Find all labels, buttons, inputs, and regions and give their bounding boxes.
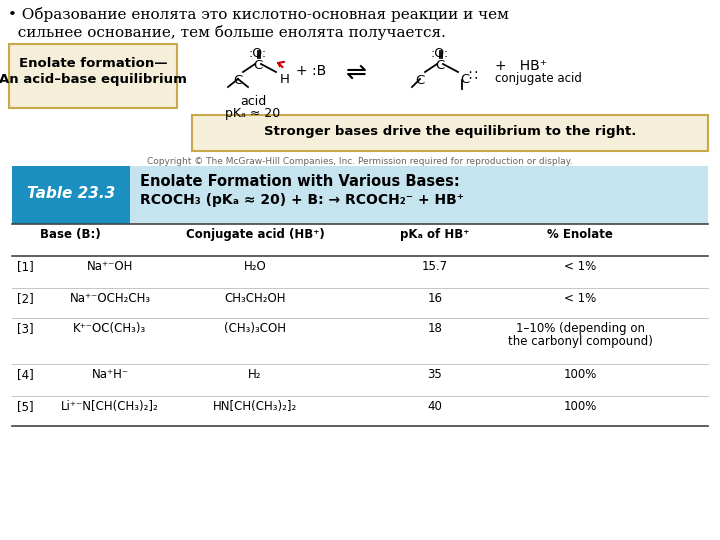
Text: :O:: :O: — [249, 47, 267, 60]
Text: Stronger bases drive the equilibrium to the right.: Stronger bases drive the equilibrium to … — [264, 125, 636, 138]
Text: C: C — [436, 59, 445, 72]
Text: C: C — [253, 59, 263, 72]
Text: Conjugate acid (HB⁺): Conjugate acid (HB⁺) — [186, 228, 325, 241]
Text: H₂O: H₂O — [243, 260, 266, 273]
Text: 40: 40 — [428, 400, 442, 413]
Text: 1–10% (depending on: 1–10% (depending on — [516, 322, 644, 335]
Text: Na⁺⁻OCH₂CH₃: Na⁺⁻OCH₂CH₃ — [69, 292, 150, 305]
Text: 100%: 100% — [563, 368, 597, 381]
Text: сильнее основание, тем больше енолята получается.: сильнее основание, тем больше енолята по… — [8, 25, 446, 40]
Text: :O:: :O: — [431, 47, 449, 60]
Text: H: H — [280, 73, 290, 86]
Text: Na⁺⁻OH: Na⁺⁻OH — [87, 260, 133, 273]
Text: 18: 18 — [428, 322, 442, 335]
Bar — [130, 166, 708, 224]
Text: acid: acid — [240, 95, 266, 108]
Text: H₂: H₂ — [248, 368, 262, 381]
Text: < 1%: < 1% — [564, 292, 596, 305]
Text: HN[CH(CH₃)₂]₂: HN[CH(CH₃)₂]₂ — [213, 400, 297, 413]
Text: Base (B:): Base (B:) — [40, 228, 100, 241]
Text: Copyright © The McGraw-Hill Companies, Inc. Permission required for reproduction: Copyright © The McGraw-Hill Companies, I… — [147, 157, 573, 166]
Text: the carbonyl compound): the carbonyl compound) — [508, 335, 652, 348]
Text: [2]: [2] — [17, 292, 34, 305]
Text: C: C — [233, 74, 243, 87]
Text: +   HB⁺: + HB⁺ — [495, 59, 547, 73]
Text: + :B: + :B — [296, 64, 326, 78]
Text: C: C — [460, 73, 469, 86]
Text: ⇌: ⇌ — [346, 61, 367, 85]
Text: Table 23.3: Table 23.3 — [27, 186, 115, 200]
Bar — [12, 166, 130, 224]
Text: Enolate formation—: Enolate formation— — [19, 57, 167, 70]
Text: Li⁺⁻N[CH(CH₃)₂]₂: Li⁺⁻N[CH(CH₃)₂]₂ — [61, 400, 159, 413]
Text: conjugate acid: conjugate acid — [495, 72, 582, 85]
Text: K⁺⁻OC(CH₃)₃: K⁺⁻OC(CH₃)₃ — [73, 322, 147, 335]
Text: C: C — [415, 74, 425, 87]
Text: Enolate Formation with Various Bases:: Enolate Formation with Various Bases: — [140, 174, 460, 189]
Text: 15.7: 15.7 — [422, 260, 448, 273]
Text: ∷: ∷ — [468, 69, 477, 83]
Text: [3]: [3] — [17, 322, 34, 335]
Text: 35: 35 — [428, 368, 442, 381]
Text: [1]: [1] — [17, 260, 34, 273]
Text: 100%: 100% — [563, 400, 597, 413]
FancyBboxPatch shape — [9, 44, 177, 108]
Text: pKₐ ≈ 20: pKₐ ≈ 20 — [225, 107, 281, 120]
Text: Na⁺H⁻: Na⁺H⁻ — [91, 368, 129, 381]
Text: • Образование енолята это кислотно-основная реакции и чем: • Образование енолята это кислотно-основ… — [8, 7, 509, 22]
Text: CH₃CH₂OH: CH₃CH₂OH — [224, 292, 286, 305]
Text: (CH₃)₃COH: (CH₃)₃COH — [224, 322, 286, 335]
Text: RCOCH₃ (pKₐ ≈ 20) + B: → RCOCH₂⁻ + HB⁺: RCOCH₃ (pKₐ ≈ 20) + B: → RCOCH₂⁻ + HB⁺ — [140, 193, 464, 207]
Text: < 1%: < 1% — [564, 260, 596, 273]
Text: % Enolate: % Enolate — [547, 228, 613, 241]
Text: [4]: [4] — [17, 368, 34, 381]
Text: 16: 16 — [428, 292, 443, 305]
Text: An acid–base equilibrium: An acid–base equilibrium — [0, 73, 187, 86]
FancyBboxPatch shape — [192, 115, 708, 151]
Text: pKₐ of HB⁺: pKₐ of HB⁺ — [400, 228, 469, 241]
Text: [5]: [5] — [17, 400, 34, 413]
